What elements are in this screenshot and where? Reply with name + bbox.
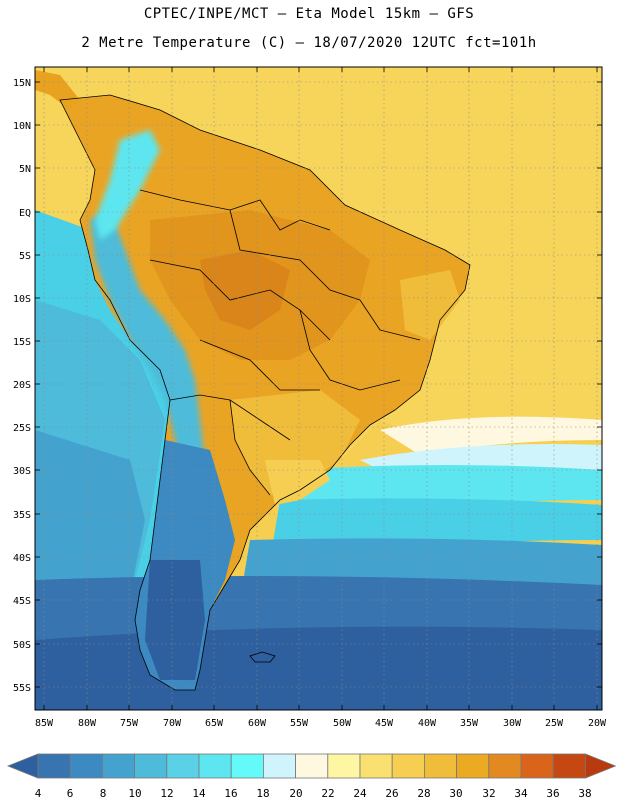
colorbar-labels: 4 6 8 10 12 14 16 18 20 22 24 26 28 30 3… <box>35 787 592 800</box>
lon-label: 30W <box>503 718 522 729</box>
lat-label: 45S <box>13 596 31 607</box>
colorbar-swatch <box>359 753 393 779</box>
colorbar-swatch <box>295 753 329 779</box>
colorbar-label: 20 <box>289 787 302 800</box>
lon-label: 20W <box>588 718 607 729</box>
colorbar-label: 12 <box>160 787 173 800</box>
colorbar-label: 36 <box>546 787 559 800</box>
lat-label: 50S <box>13 640 31 651</box>
colorbar-label: 10 <box>128 787 141 800</box>
colorbar <box>6 753 617 779</box>
ocean-pacific-south <box>35 430 145 620</box>
lat-label: EQ <box>19 208 31 219</box>
colorbar-swatch <box>69 753 103 779</box>
colorbar-label: 24 <box>353 787 367 800</box>
title-line-2: 2 Metre Temperature (C) – 18/07/2020 12U… <box>81 35 537 51</box>
colorbar-label: 22 <box>321 787 334 800</box>
lon-label: 40W <box>418 718 437 729</box>
colorbar-swatch <box>456 753 490 779</box>
colorbar-swatch <box>488 753 522 779</box>
colorbar-label: 34 <box>514 787 528 800</box>
map-frame <box>34 66 603 711</box>
falkland-islands <box>249 651 276 663</box>
colorbar-label: 18 <box>256 787 269 800</box>
colorbar-label: 30 <box>449 787 462 800</box>
colorbar-label: 8 <box>100 787 107 800</box>
colorbar-label: 26 <box>385 787 398 800</box>
lat-label: 10S <box>13 294 31 305</box>
ocean-band-22 <box>380 416 602 455</box>
colorbar-swatch <box>37 753 71 779</box>
colorbar-swatch <box>391 753 425 779</box>
colorbar-arrow-low <box>6 753 39 779</box>
lat-label: 10N <box>13 121 31 132</box>
colorbar-swatch <box>166 753 200 779</box>
colorbar-label: 4 <box>35 787 42 800</box>
colorbar-swatch <box>198 753 232 779</box>
map-area[interactable] <box>35 67 602 710</box>
lat-label: 20S <box>13 380 31 391</box>
country-borders <box>59 94 471 691</box>
colorbar-swatch <box>552 753 586 779</box>
colorbar-swatch <box>102 753 136 779</box>
colorbar-swatch <box>423 753 457 779</box>
colorbar-swatch <box>230 753 264 779</box>
lat-label: 40S <box>13 553 31 564</box>
lon-label: 45W <box>375 718 394 729</box>
colorbar-label: 32 <box>482 787 495 800</box>
lon-label: 55W <box>290 718 309 729</box>
colorbar-swatch <box>262 753 296 779</box>
lat-label: 15S <box>13 337 31 348</box>
colorbar-label: 14 <box>192 787 206 800</box>
colorbar-label: 28 <box>417 787 430 800</box>
tick-marks <box>35 67 602 710</box>
south-america-land <box>35 70 470 690</box>
colorbar-swatch <box>134 753 168 779</box>
lat-label: 5N <box>19 164 31 175</box>
ocean-southern-6 <box>35 626 602 710</box>
title-line-1: CPTEC/INPE/MCT – Eta Model 15km – GFS <box>143 6 475 22</box>
colorbar-label: 38 <box>578 787 591 800</box>
lon-label: 65W <box>205 718 224 729</box>
colorbar-label: 16 <box>224 787 237 800</box>
lat-axis: 15N 10N 5N EQ 5S 10S 15S 20S 25S 30S 35S… <box>13 78 31 694</box>
colorbar-swatch <box>520 753 554 779</box>
lon-axis: 85W 80W 75W 70W 65W 60W 55W 50W 45W 40W … <box>35 718 607 729</box>
colorbar-swatch <box>327 753 361 779</box>
lon-label: 85W <box>35 718 54 729</box>
lat-label: 30S <box>13 466 31 477</box>
lat-label: 15N <box>13 78 31 89</box>
lon-label: 60W <box>248 718 267 729</box>
lon-label: 75W <box>120 718 139 729</box>
lat-label: 25S <box>13 423 31 434</box>
lon-label: 25W <box>545 718 564 729</box>
lat-label: 5S <box>19 251 31 262</box>
lon-label: 50W <box>333 718 352 729</box>
colorbar-label: 6 <box>67 787 74 800</box>
lat-label: 55S <box>13 683 31 694</box>
lat-label: 35S <box>13 510 31 521</box>
graticule <box>35 67 602 710</box>
lon-label: 80W <box>78 718 97 729</box>
lon-label: 70W <box>163 718 182 729</box>
colorbar-arrow-high <box>585 753 617 779</box>
lon-label: 35W <box>460 718 479 729</box>
